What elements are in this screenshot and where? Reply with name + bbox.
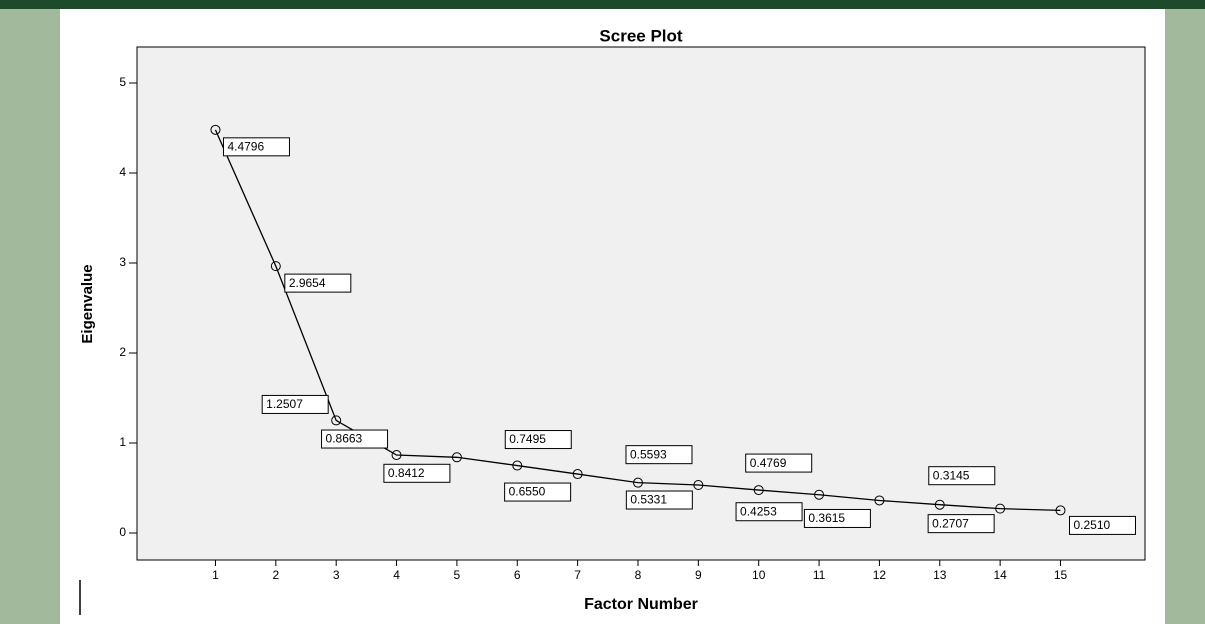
value-label-box	[261, 394, 329, 414]
x-tick-label: 15	[1054, 568, 1068, 582]
value-label: 0.4253	[740, 504, 777, 518]
point	[270, 261, 281, 272]
chart-title: Scree Plot	[599, 26, 682, 45]
x-tick-label: 11	[813, 568, 826, 582]
point	[210, 124, 221, 135]
x-tick-label: 10	[752, 568, 766, 582]
x-tick-label: 4	[393, 568, 400, 582]
value-label: 0.5593	[630, 447, 667, 461]
point	[331, 415, 342, 426]
value-label: 0.8663	[326, 432, 363, 446]
point	[512, 460, 523, 471]
x-tick-label: 1	[212, 568, 219, 582]
x-tick-label: 12	[873, 568, 887, 582]
point	[874, 495, 885, 506]
value-label-box	[928, 466, 996, 486]
value-label: 0.5331	[630, 493, 667, 507]
value-label-box	[735, 502, 803, 522]
value-label-box	[927, 514, 995, 534]
value-label-box	[803, 508, 871, 528]
value-label: 0.4769	[750, 456, 787, 470]
value-label-box	[625, 445, 693, 465]
y-tick-label: 1	[119, 435, 126, 449]
point	[934, 499, 945, 510]
value-label: 0.2707	[932, 516, 969, 530]
y-axis-label: Eigenvalue	[79, 264, 96, 343]
point	[693, 480, 704, 491]
value-label: 0.8412	[388, 466, 425, 480]
value-label: 1.2507	[266, 397, 303, 411]
value-label-box	[284, 273, 352, 293]
point	[814, 489, 825, 500]
x-tick-label: 14	[993, 568, 1007, 582]
y-tick-label: 0	[119, 525, 126, 539]
y-tick-label: 3	[119, 255, 126, 269]
value-label: 2.9654	[289, 276, 326, 290]
y-tick-label: 2	[119, 345, 126, 359]
value-label-box	[1068, 515, 1136, 535]
value-label: 0.3615	[808, 511, 845, 525]
left-panel	[0, 9, 60, 624]
value-label-box	[321, 429, 389, 449]
point	[391, 450, 402, 461]
y-tick-label: 4	[119, 165, 126, 179]
top-bar	[0, 0, 1205, 9]
value-label-box	[383, 463, 451, 483]
value-label-box	[504, 482, 572, 502]
value-label-box	[222, 137, 290, 157]
point	[1055, 505, 1066, 516]
value-label-box	[504, 430, 572, 450]
point	[753, 485, 764, 496]
value-label: 0.7495	[509, 432, 546, 446]
value-label-box	[625, 490, 693, 510]
x-tick-label: 13	[933, 568, 947, 582]
x-tick-label: 8	[635, 568, 642, 582]
value-label-box	[745, 453, 813, 473]
right-panel	[1165, 9, 1205, 624]
y-tick-label: 5	[119, 75, 126, 89]
point	[632, 477, 643, 488]
value-label: 4.4796	[227, 140, 264, 154]
x-tick-label: 6	[514, 568, 521, 582]
value-label: 0.3145	[933, 468, 970, 482]
point	[572, 469, 583, 480]
x-tick-label: 2	[272, 568, 279, 582]
x-tick-label: 5	[454, 568, 461, 582]
value-label: 0.2510	[1073, 518, 1110, 532]
x-tick-label: 7	[574, 568, 581, 582]
x-tick-label: 9	[695, 568, 702, 582]
point	[995, 503, 1006, 514]
x-axis-label: Factor Number	[584, 596, 698, 613]
value-label: 0.6550	[509, 485, 546, 499]
point	[451, 452, 462, 463]
x-tick-label: 3	[333, 568, 340, 582]
